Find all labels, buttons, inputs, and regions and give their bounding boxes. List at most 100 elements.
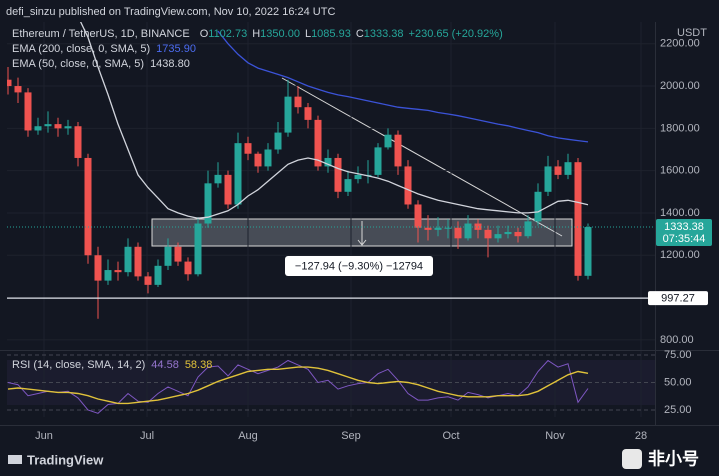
candle-body (354, 174, 362, 180)
symbol-title: Ethereum / TetherUS, 1D, BINANCE (12, 28, 190, 40)
y-tick-label: 2200.00 (660, 38, 700, 50)
candle-body (294, 96, 302, 108)
candle-body (284, 96, 292, 133)
x-tick-label: Jun (35, 430, 53, 442)
x-tick-label: Nov (545, 430, 565, 442)
candle-body (214, 174, 222, 184)
rsi-pane (7, 351, 655, 417)
ohlc-value: 1085.93 (311, 28, 351, 40)
ema-line (79, 22, 589, 219)
price-tag-label: 997.27 (661, 293, 695, 305)
candle-body (584, 227, 592, 276)
candle-body (204, 183, 212, 224)
change-value: +230.65 (+20.92%) (409, 28, 503, 40)
candle-body (324, 157, 332, 167)
x-tick-label: Oct (442, 430, 459, 442)
candle-body (574, 162, 582, 276)
candle-body (124, 246, 132, 273)
y-tick-label: 75.00 (664, 349, 692, 361)
legend-row: RSI (14, close, SMA, 14, 2) 44.58 58.38 (12, 359, 212, 371)
y-tick-label: 1400.00 (660, 207, 700, 219)
candle-body (184, 261, 192, 275)
y-tick-label: 1200.00 (660, 249, 700, 261)
x-tick-label: Jul (140, 430, 154, 442)
measure-label-box (285, 256, 433, 276)
y-tick-label: 50.00 (664, 376, 692, 388)
candle-body (244, 143, 252, 154)
price-pane (7, 22, 655, 350)
candle-body (264, 149, 272, 167)
candle-body (554, 166, 562, 175)
candle-body (334, 157, 342, 192)
legend-row: Ethereum / TetherUS, 1D, BINANCE O1102.73… (12, 28, 503, 40)
candle-body (344, 179, 352, 192)
ohlc-value: 1350.00 (260, 28, 300, 40)
candle-body (64, 126, 72, 129)
brand: TradingView (27, 452, 104, 467)
candle-body (254, 153, 262, 167)
candle-body (134, 246, 142, 277)
candle-body (524, 221, 532, 237)
y-tick-label: 2000.00 (660, 80, 700, 92)
candle-body (114, 270, 122, 273)
candle-body (424, 227, 432, 230)
candle-body (404, 166, 412, 205)
candle-body (414, 204, 422, 228)
candle-body (274, 132, 282, 150)
legend-value: 1438.80 (150, 58, 190, 70)
candle-body (304, 107, 312, 120)
candle-body (84, 157, 92, 256)
candle-body (374, 147, 382, 175)
price-tag (648, 291, 708, 306)
candle-body (444, 227, 452, 229)
candle-body (154, 265, 162, 285)
candle-body (564, 162, 572, 175)
rsi-line (7, 359, 589, 414)
ohlc-key: L (305, 28, 311, 40)
candle-body (394, 134, 402, 167)
candle-body (54, 124, 62, 129)
candle-body (514, 231, 522, 237)
legend-value: 58.38 (185, 359, 213, 371)
candle-body (164, 246, 172, 266)
ohlc-value: 1333.38 (364, 28, 404, 40)
candle-body (74, 126, 82, 158)
candle-body (504, 231, 512, 235)
candle-body (314, 119, 322, 167)
candle-body (384, 134, 392, 148)
candle-body (534, 191, 542, 222)
candle-body (174, 246, 182, 262)
candle-body (44, 124, 52, 127)
candle-body (14, 86, 22, 93)
candle-body (194, 223, 202, 275)
legend-name: EMA (50, close, 0, SMA, 5) (12, 58, 144, 70)
publisher-header: defi_sinzu published on TradingView.com,… (6, 6, 335, 18)
candle-body (544, 166, 552, 192)
legend-value: 44.58 (151, 359, 179, 371)
footer-logo: TradingView (8, 452, 104, 467)
legend-value: 1735.90 (156, 43, 196, 55)
rsi-line (7, 366, 589, 405)
measure-label: −127.94 (−9.30%) −12794 (295, 260, 423, 272)
candle-body (34, 126, 42, 131)
y-tick-label: 1800.00 (660, 122, 700, 134)
watermark: 非小号 (648, 448, 699, 468)
currency-label: USDT (677, 27, 707, 39)
measure-arrow-head (357, 239, 367, 246)
current-price-label: 1333.38 (664, 221, 704, 233)
rsi-title: RSI (14, close, SMA, 14, 2) (12, 359, 145, 371)
legend-name: EMA (200, close, 0, SMA, 5) (12, 43, 150, 55)
trend-line (281, 77, 563, 237)
y-tick-label: 800.00 (660, 334, 694, 346)
y-tick-label: 1600.00 (660, 165, 700, 177)
countdown-label: 07:35:44 (663, 233, 706, 245)
y-tick-label: 25.00 (664, 404, 692, 416)
legend-row: EMA (200, close, 0, SMA, 5) 1735.90 (12, 43, 196, 55)
ohlc-key: C (356, 28, 364, 40)
legend-row: EMA (50, close, 0, SMA, 5) 1438.80 (12, 58, 190, 70)
ohlc-value: 1102.73 (208, 28, 247, 40)
x-tick-label: Sep (341, 430, 361, 442)
